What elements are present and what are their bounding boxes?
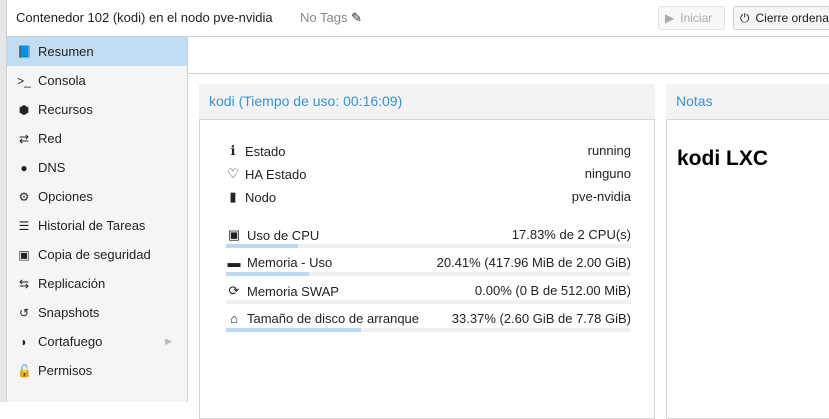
sidebar-item-resumen[interactable]: 📘 Resumen [7,37,187,66]
main-content: kodi (Tiempo de uso: 00:16:09) ℹ Estado ru… [188,74,829,419]
usage-row: ▣ Uso de CPU 17.83% de 2 CPU(s) [227,227,631,243]
sidebar-item-label: Consola [38,73,86,88]
history-icon: ↺ [18,305,30,320]
usage-value: 33.37% (2.60 GiB de 7.78 GiB) [451,311,631,326]
usage-progress-fill [226,244,299,248]
status-label: HA Estado [245,166,307,182]
status-row: ♡ HA Estado ninguno [227,166,631,182]
status-panel-body: ℹ Estado running ♡ HA Estado ninguno ▮ Nodo pve-… [199,119,655,419]
gear-icon: ⚙ [18,189,30,204]
globe-icon: ● [20,160,28,175]
sidebar-item-label: Snapshots [38,305,100,320]
sidebar-item-permisos[interactable]: 🔓 Permisos [7,356,187,385]
tags-label: No Tags [300,10,348,25]
usage-value: 17.83% de 2 CPU(s) [511,227,631,242]
hdd-icon: ⌂ [230,311,238,326]
sidebar-item-cortafuego[interactable]: ◗ Cortafuego ▶ [7,327,187,356]
status-label: Estado [245,143,286,159]
page-title: Contenedor 102 (kodi) en el nodo pve-nvi… [16,10,273,25]
sidebar-item-label: Permisos [38,363,93,378]
refresh-icon: ⟳ [228,283,240,298]
notes-panel-title: Notas [676,93,713,109]
status-row: ℹ Estado running [227,143,631,159]
notes-content: kodi LXC [677,147,769,170]
list-icon: ☰ [18,218,30,233]
sidebar-item-label: Resumen [38,44,94,59]
notes-panel-body: kodi LXC [666,119,829,419]
start-label: Iniciar [680,11,713,25]
usage-progress-bar [226,328,631,332]
chevron-right-icon[interactable]: ▶ [165,336,172,346]
shield-icon: ◗ [20,334,28,349]
toolbar [188,37,829,74]
sidebar-item-label: DNS [38,160,66,175]
book-icon: 📘 [17,44,32,59]
resource-tree-edge [0,0,7,402]
shutdown-label: Cierre ordena [755,11,829,25]
floppy-icon: ▣ [18,247,30,262]
sidebar-item-label: Opciones [38,189,93,204]
sidebar-item-label: Red [38,131,62,146]
usage-label: Memoria SWAP [247,283,339,299]
usage-value: 0.00% (0 B de 512.00 MiB) [474,283,631,298]
status-value: ninguno [584,166,631,181]
status-value: pve-nvidia [571,189,631,204]
usage-label: Tamaño de disco de arranque [247,311,420,326]
sidebar-item-label: Cortafuego [38,334,103,349]
cube-icon: ⬢ [18,102,30,117]
sidebar-item-copia-de-seguridad[interactable]: ▣ Copia de seguridad [7,240,187,269]
heartbeat-icon: ♡ [227,166,239,181]
usage-progress-bar [226,300,631,304]
sidebar: 📘 Resumen >_ Consola ⬢ Recursos ⇄ Red ● DNS ⚙ Opcio… [7,37,188,402]
unlock-icon: 🔓 [17,363,32,378]
exchange-icon: ⇄ [18,131,30,146]
usage-progress-bar [226,272,631,276]
retweet-icon: ⇆ [18,276,30,291]
header: Contenedor 102 (kodi) en el nodo pve-nvi… [7,0,829,37]
usage-progress-fill [226,272,309,276]
sidebar-item-red[interactable]: ⇄ Red [7,124,187,153]
power-icon: ⏻ [740,10,750,25]
status-row: ▮ Nodo pve-nvidia [227,189,631,205]
sidebar-item-snapshots[interactable]: ↺ Snapshots [7,298,187,327]
pencil-icon[interactable]: ✎ [351,10,362,25]
info-icon: ℹ [230,143,236,158]
usage-value: 20.41% (417.96 MiB de 2.00 GiB) [436,255,631,270]
sidebar-item-recursos[interactable]: ⬢ Recursos [7,95,187,124]
usage-label: Uso de CPU [247,227,320,243]
usage-label: Memoria - Uso [247,255,333,270]
tags[interactable]: No Tags ✎ [300,10,362,26]
sidebar-item-label: Recursos [38,102,93,117]
play-icon: ▶ [665,11,675,25]
status-panel-title: kodi (Tiempo de uso: 00:16:09) [209,93,403,109]
status-panel: kodi (Tiempo de uso: 00:16:09) ℹ Estado ru… [199,84,655,419]
sidebar-item-label: Historial de Tareas [38,218,146,233]
usage-row: ▬ Memoria - Uso 20.41% (417.96 MiB de 2.00… [227,255,632,270]
usage-progress-bar [226,244,631,248]
sidebar-item-label: Copia de seguridad [38,247,151,262]
sidebar-item-label: Replicación [38,276,106,291]
cpu-icon: ▣ [227,227,241,242]
notes-panel: Notas kodi LXC [666,84,829,419]
shutdown-button[interactable]: ⏻ Cierre ordena [733,6,829,30]
sidebar-item-opciones[interactable]: ⚙ Opciones [7,182,187,211]
status-value: running [587,143,631,158]
sidebar-item-consola[interactable]: >_ Consola [7,66,187,95]
sidebar-item-historial-de-tareas[interactable]: ☰ Historial de Tareas [7,211,187,240]
start-button[interactable]: ▶ Iniciar [658,6,725,30]
usage-row: ⟳ Memoria SWAP 0.00% (0 B de 512.00 MiB) [227,283,631,299]
memory-icon: ▬ [227,255,241,270]
sidebar-item-replicaci-n[interactable]: ⇆ Replicación [7,269,187,298]
status-label: Nodo [245,189,277,205]
usage-progress-fill [226,328,362,332]
terminal-icon: >_ [17,73,31,88]
sidebar-item-dns[interactable]: ● DNS [7,153,187,182]
building-icon: ▮ [229,189,237,204]
usage-row: ⌂ Tamaño de disco de arranque 33.37% (2.60… [227,311,631,326]
